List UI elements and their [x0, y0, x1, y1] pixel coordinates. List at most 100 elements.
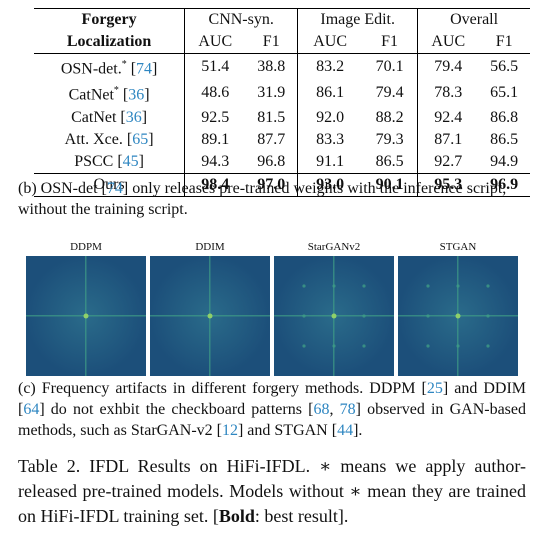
table-cell: 78.3: [434, 84, 463, 102]
fft-label: DDPM: [70, 241, 102, 253]
citation-link[interactable]: 44: [337, 422, 354, 439]
citation-link[interactable]: 74: [136, 60, 153, 78]
citation-link[interactable]: 12: [221, 422, 238, 439]
table-cell: 86.5: [362, 150, 419, 174]
caption-b: (b) OSN-det [74] only releases pre-train…: [18, 178, 526, 220]
table-cell: 95.3: [417, 172, 479, 197]
table-cell: 86.5: [490, 130, 519, 148]
method-name: OSN-det.* [74]: [34, 53, 186, 81]
group-header-image-edit: Image Edit.: [297, 8, 419, 31]
table-cell: 97.0: [245, 172, 299, 197]
table-row-ours: Ours 98.4 97.0 93.0 90.1 95.3 96.9: [34, 172, 530, 197]
citation-link[interactable]: 68: [313, 401, 330, 418]
fft-panel-ddpm: DDPM: [26, 240, 146, 376]
caption-c-text: ] do not exhbit the checkboard patterns …: [39, 401, 314, 418]
header-forgery: Forgery: [34, 8, 186, 31]
table-body: OSN-det.* [74] 51.4 38.8 83.2 70.1 79.4 56.5 Ca…: [34, 53, 530, 174]
method-name: CatNet [36]: [34, 106, 186, 129]
method-label: CatNet: [68, 86, 114, 104]
metric-header: AUC: [198, 33, 233, 50]
table-cell: 31.9: [245, 80, 299, 107]
fft-spectrum-image: [398, 256, 518, 376]
table-row: CatNet [36] 92.5 81.5 92.0 88.2 92.4 86.8: [34, 106, 530, 129]
method-label: PSCC: [74, 152, 114, 170]
table-row: PSCC [45] 94.3 96.8 91.1 86.5 92.7 94.9: [34, 150, 530, 174]
citation-link[interactable]: 45: [122, 152, 139, 170]
method-label: CatNet: [71, 108, 117, 126]
table-cell: 90.1: [362, 172, 419, 197]
fft-label: STGAN: [439, 241, 477, 253]
table-cell: 96.8: [245, 150, 299, 174]
table-caption: Table 2. IFDL Results on HiFi-IFDL. ∗ me…: [18, 454, 526, 529]
bold-keyword: Bold: [218, 506, 255, 526]
frequency-figure: DDPM DDIM StarGANv2 STGAN: [26, 240, 518, 376]
fft-panel-starganv2: StarGANv2: [274, 240, 394, 376]
method-name: Att. Xce. [65]: [34, 128, 186, 151]
table-caption-text: Table 2. IFDL Results on HiFi-IFDL.: [18, 456, 320, 476]
fft-spectrum-image: [150, 256, 270, 376]
caption-b-text: ] only releases pre-trained weights with…: [18, 180, 507, 218]
caption-c-text: ] observed in GAN-based methods, such as…: [18, 401, 527, 439]
fft-panel-stgan: STGAN: [398, 240, 518, 376]
table-cell: 79.4: [417, 53, 479, 81]
table-cell: 38.8: [245, 53, 299, 81]
group-header-cnn-syn: CNN-syn.: [184, 8, 299, 31]
method-name: PSCC [45]: [34, 150, 186, 174]
table-caption-text: means we apply author-released pre-train…: [18, 456, 526, 501]
table-header-row-1: Forgery CNN-syn. Image Edit. Overall: [34, 8, 530, 31]
header-localization: Localization: [34, 31, 186, 54]
table-cell: 56.5: [478, 53, 530, 81]
method-name: CatNet* [36]: [34, 80, 186, 107]
table-cell: 51.4: [184, 53, 246, 81]
table-cell: 70.1: [362, 53, 419, 81]
table-cell: 81.5: [245, 106, 299, 129]
table-cell: 79.4: [362, 80, 419, 107]
metric-header: AUC: [431, 33, 466, 50]
citation-link[interactable]: 36: [125, 108, 142, 126]
table-cell: 83.2: [297, 53, 363, 81]
metric-header: F1: [245, 31, 299, 54]
table-cell: 92.7: [434, 152, 463, 170]
metric-header: AUC: [313, 33, 348, 50]
citation-link[interactable]: 64: [23, 401, 40, 418]
table-cell: 89.1: [201, 130, 230, 148]
table-row: Att. Xce. [65] 89.1 87.7 83.3 79.3 87.1 86.5: [34, 128, 530, 151]
table-caption-text: : best result].: [254, 506, 349, 526]
table-cell: 86.8: [490, 108, 519, 126]
table-cell: 87.1: [434, 130, 463, 148]
citation-link[interactable]: 25: [426, 380, 443, 397]
caption-b-text: (b) OSN-det [: [18, 180, 107, 197]
table-cell: 87.7: [245, 128, 299, 151]
fft-spectrum-image: [26, 256, 146, 376]
table-cell: 48.6: [201, 84, 230, 102]
asterisk-symbol: ∗: [319, 456, 332, 476]
citation-link[interactable]: 36: [128, 86, 145, 104]
fft-spectrum-image: [274, 256, 394, 376]
table-cell: 96.9: [478, 172, 530, 197]
table-cell: 93.0: [297, 172, 363, 197]
citation-link[interactable]: 74: [106, 180, 123, 197]
method-label: OSN-det.: [60, 60, 122, 78]
table-cell: 65.1: [490, 84, 519, 102]
table-header-row-2: Localization AUC F1 AUC F1 AUC F1: [34, 31, 530, 54]
table-cell: 92.5: [201, 108, 230, 126]
caption-c-text: (c) Frequency artifacts in different for…: [18, 380, 427, 397]
caption-c-text: ] and STGAN [: [237, 422, 338, 439]
table-cell: 94.9: [490, 152, 519, 170]
table-cell: 98.4: [184, 172, 246, 197]
citation-link[interactable]: 65: [132, 130, 149, 148]
asterisk-mark: *: [113, 85, 119, 97]
group-header-overall: Overall: [417, 8, 530, 31]
caption-c-text: ,: [329, 401, 340, 418]
table-caption-text: mean they are trained on HiFi-IFDL train…: [18, 481, 526, 526]
table-cell: 94.3: [201, 152, 230, 170]
citation-link[interactable]: 78: [339, 401, 356, 418]
method-name: Ours: [34, 172, 186, 197]
table-cell: 79.3: [362, 128, 419, 151]
metric-header: F1: [362, 31, 419, 54]
table-cell: 91.1: [316, 152, 345, 170]
metric-header: F1: [495, 33, 513, 50]
table-cell: 92.4: [434, 108, 463, 126]
caption-c-text: ].: [353, 422, 363, 439]
table-cell: 92.0: [316, 108, 345, 126]
